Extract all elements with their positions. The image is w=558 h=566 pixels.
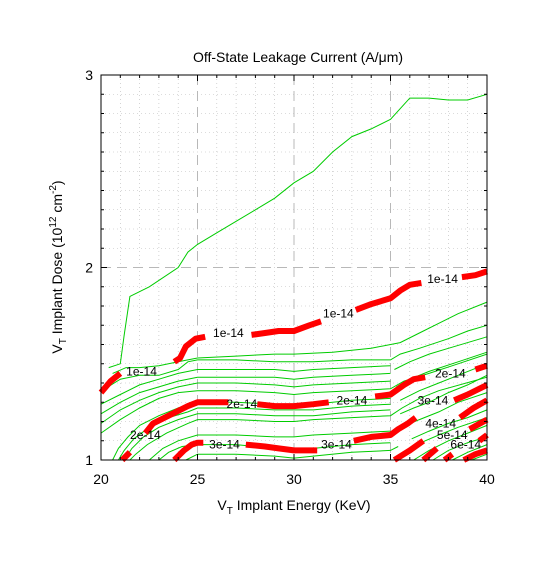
major-contour-line: [172, 333, 206, 365]
minor-contour-line: [452, 444, 488, 461]
major-contour-line: [256, 399, 330, 410]
minor-contour-line: [411, 409, 488, 440]
minor-contour-line: [148, 430, 391, 461]
contour-label: 2e-14: [130, 428, 161, 442]
x-tick-label: 30: [286, 471, 302, 487]
major-contour-line: [353, 415, 418, 444]
minor-contour-line: [432, 436, 488, 461]
minor-contour-line: [129, 376, 488, 461]
x-tick-label: 35: [383, 471, 399, 487]
major-contour-line: [98, 371, 123, 395]
major-contour-line: [453, 382, 489, 404]
grid-lines: [101, 75, 487, 460]
minor-contour-line: [108, 93, 488, 369]
major-contours: [98, 268, 489, 463]
y-tick-label: 3: [85, 67, 93, 83]
major-contour-line: [143, 399, 229, 435]
contour-label: 3e-14: [209, 438, 240, 452]
minor-contour-line: [100, 372, 391, 415]
major-contour-line: [461, 268, 488, 281]
minor-contour-line: [112, 301, 488, 374]
minor-contour-line: [123, 409, 391, 461]
y-axis-label: VT Implant Dose (1012 cm-2): [48, 180, 69, 353]
x-axis-label: VT Implant Energy (KeV): [217, 497, 370, 517]
x-tick-label: 20: [93, 471, 109, 487]
major-contour-line: [120, 450, 133, 463]
major-contour-line: [245, 441, 318, 454]
y-tick-label: 1: [85, 452, 93, 468]
major-contour-line: [477, 432, 489, 444]
contour-label: 1e-14: [213, 326, 244, 340]
contour-label: 2e-14: [227, 397, 258, 411]
minor-contour-line: [399, 363, 488, 401]
minor-contour-line: [100, 380, 391, 424]
major-contour-line: [251, 318, 322, 338]
major-contour-line: [354, 279, 422, 313]
major-contour-line: [392, 438, 426, 463]
contour-label: 1e-14: [427, 272, 458, 286]
minor-contour-line: [117, 403, 391, 461]
minor-contour-line: [394, 336, 488, 370]
minor-contour-line: [100, 365, 391, 405]
contour-label: 6e-14: [450, 438, 481, 452]
contour-labels: 1e-14 1e-14 1e-14 1e-14 2e-14 2e-14 2e-14 2e-14…: [126, 272, 481, 452]
minor-contour-line: [400, 374, 488, 415]
contour-label: 2e-14: [435, 366, 466, 380]
contour-label: 2e-14: [337, 393, 368, 407]
major-contour-line: [374, 374, 426, 400]
axis-ticks: [100, 74, 488, 461]
x-tick-labels: 20 25 30 35 40: [93, 471, 495, 487]
x-tick-label: 25: [190, 471, 206, 487]
minor-contour-line: [104, 324, 488, 390]
chart-title: Off-State Leakage Current (A/μm): [193, 49, 403, 65]
contour-label: 5e-14: [437, 428, 468, 442]
y-tick-labels: 1 2 3: [85, 67, 93, 468]
y-tick-label: 2: [85, 260, 93, 276]
major-contour-line: [421, 446, 439, 463]
minor-contour-line: [471, 453, 488, 461]
contour-label: 1e-14: [126, 364, 157, 378]
major-contour-line: [474, 362, 488, 373]
minor-contour-line: [413, 424, 488, 461]
contour-label: 3e-14: [418, 393, 449, 407]
contour-label: 3e-14: [321, 438, 352, 452]
x-tick-label: 40: [479, 471, 495, 487]
contour-label: 4e-14: [425, 416, 456, 430]
major-contour-line: [458, 397, 489, 421]
contour-label: 1e-14: [323, 307, 354, 321]
major-contour-line: [172, 439, 204, 463]
